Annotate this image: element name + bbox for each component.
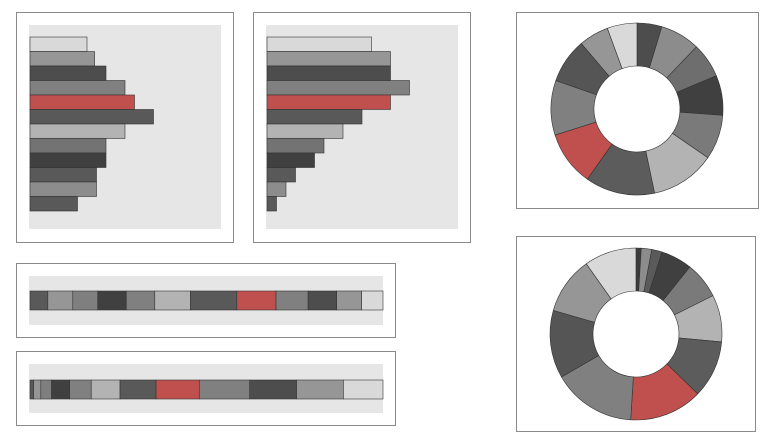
- segment: [51, 379, 70, 400]
- slice: [606, 22, 638, 70]
- segment: [69, 379, 92, 400]
- bar: [29, 80, 126, 96]
- bar: [266, 36, 372, 52]
- segment: [29, 379, 34, 400]
- segment: [190, 290, 238, 311]
- bar: [29, 123, 126, 139]
- bar: [29, 51, 95, 67]
- bar: [266, 167, 296, 183]
- segment: [33, 379, 42, 400]
- bar: [266, 65, 391, 81]
- bar: [266, 51, 391, 67]
- segment: [275, 290, 309, 311]
- donut-chart-2: [549, 247, 723, 421]
- bar: [266, 138, 325, 154]
- segment: [29, 290, 49, 311]
- bar: [266, 109, 363, 125]
- donut-chart-1: [550, 22, 724, 196]
- chart-panel-donut-1: [516, 12, 759, 209]
- bar: [29, 94, 135, 110]
- bar: [266, 123, 344, 139]
- segment: [40, 379, 52, 400]
- bar: [266, 94, 391, 110]
- segment: [198, 379, 251, 400]
- bar: [29, 65, 107, 81]
- bar-chart-2: [266, 36, 410, 212]
- segment: [343, 379, 384, 400]
- bar: [29, 109, 154, 125]
- segment: [361, 290, 384, 311]
- segment: [249, 379, 297, 400]
- bar: [29, 181, 97, 197]
- segment: [125, 290, 156, 311]
- chart-panel-stacked-2: [16, 351, 396, 426]
- segment: [47, 290, 74, 311]
- bar: [266, 196, 277, 212]
- bar: [29, 36, 88, 52]
- chart-panel-donut-2: [516, 236, 756, 432]
- segment: [155, 379, 200, 400]
- segment: [90, 379, 121, 400]
- stacked-bar-chart-2: [29, 379, 384, 400]
- segment: [97, 290, 127, 311]
- chart-panel-bar-1: [16, 12, 234, 243]
- segment: [154, 290, 191, 311]
- bar: [266, 181, 287, 197]
- bar: [29, 138, 107, 154]
- bar: [29, 167, 97, 183]
- segment: [236, 290, 277, 311]
- segment: [307, 290, 337, 311]
- bar: [266, 152, 315, 168]
- bar: [266, 80, 410, 96]
- stacked-bar-chart-1: [29, 290, 384, 311]
- chart-panel-bar-2: [253, 12, 471, 243]
- chart-panel-stacked-1: [16, 263, 396, 338]
- slice: [585, 247, 637, 300]
- bar: [29, 152, 107, 168]
- segment: [72, 290, 99, 311]
- segment: [336, 290, 362, 311]
- segment: [296, 379, 344, 400]
- segment: [119, 379, 157, 400]
- bar-chart-1: [29, 36, 154, 212]
- bar: [29, 196, 78, 212]
